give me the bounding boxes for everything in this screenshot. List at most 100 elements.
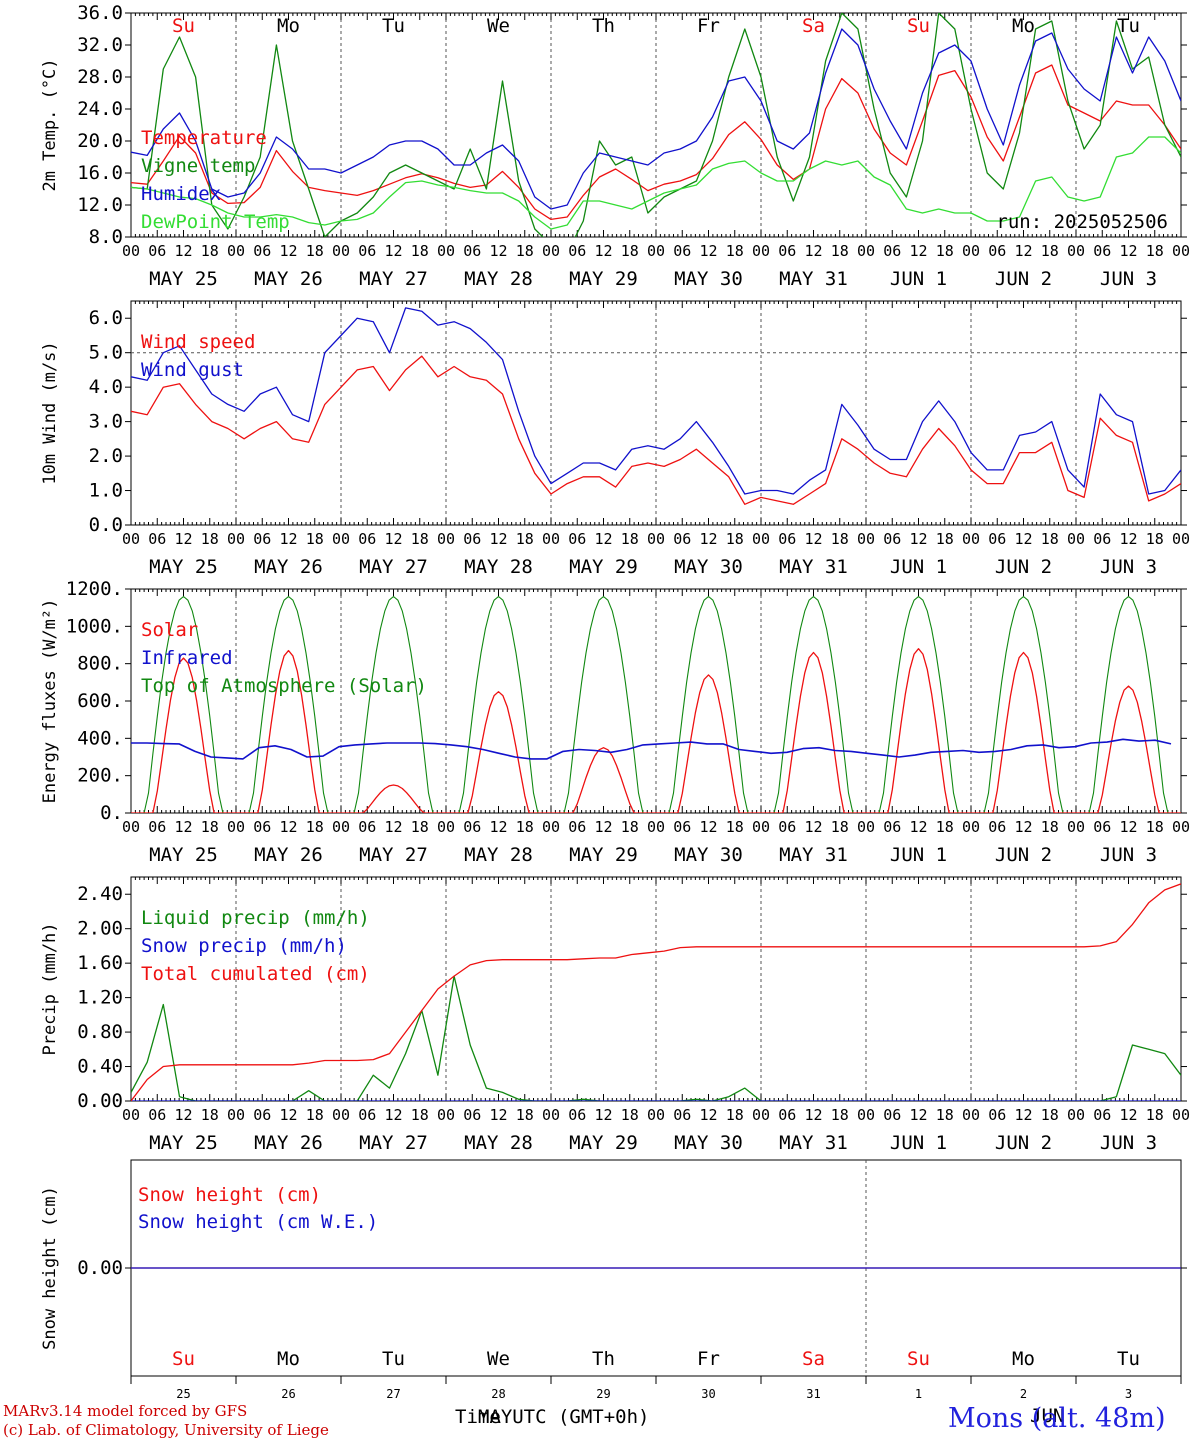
hour-tick-label: 12 xyxy=(489,818,507,836)
hour-tick-label: 12 xyxy=(1014,1106,1032,1124)
hour-tick-label: 18 xyxy=(411,530,429,548)
hour-tick-label: 00 xyxy=(647,242,665,260)
hour-tick-label: 06 xyxy=(253,242,271,260)
hour-tick-label: 18 xyxy=(936,242,954,260)
hour-tick-label: 12 xyxy=(909,1106,927,1124)
panel-5: 0.00 Snow height (cm) Su 25 Mo 26 Tu 27 We 28 Th 29… xyxy=(40,1159,1187,1401)
hour-tick-label: 06 xyxy=(1093,530,1111,548)
series-toa-solar xyxy=(131,595,1181,813)
plot-area xyxy=(131,595,1181,813)
legend-solar: Solar xyxy=(141,619,198,641)
hour-tick-label: 12 xyxy=(279,818,297,836)
hour-tick-label: 18 xyxy=(516,242,534,260)
weekday-label: Th xyxy=(592,15,615,37)
hour-tick-label: 18 xyxy=(1041,530,1059,548)
hour-tick-label: 00 xyxy=(332,242,350,260)
hour-tick-label: 18 xyxy=(306,1106,324,1124)
hour-tick-label: 06 xyxy=(988,242,1006,260)
hour-tick-label: 18 xyxy=(411,818,429,836)
hour-tick-label: 18 xyxy=(1041,242,1059,260)
hour-tick-label: 18 xyxy=(306,242,324,260)
date-label: JUN 1 xyxy=(890,268,947,290)
weekday-label: Sa xyxy=(802,15,825,37)
date-label: MAY 30 xyxy=(674,268,743,290)
y-tick-label: 0.00 xyxy=(77,1090,123,1112)
date-label: MAY 31 xyxy=(779,268,848,290)
date-label: MAY 30 xyxy=(674,556,743,578)
series-dewpoint-temp xyxy=(131,136,1181,230)
legend-humidex: Humidex xyxy=(141,183,221,205)
x-axis-label: Time UTC (GMT+0h) xyxy=(455,1406,649,1428)
hour-tick-label: 18 xyxy=(831,242,849,260)
date-label: MAY 27 xyxy=(359,556,428,578)
run-annotation: run: 2025052506 xyxy=(996,211,1168,233)
date-label: MAY 30 xyxy=(674,844,743,866)
hour-tick-label: 18 xyxy=(726,242,744,260)
date-label: MAY 28 xyxy=(464,1132,533,1154)
hour-tick-label: 18 xyxy=(831,818,849,836)
legend-temperature: Temperature xyxy=(141,127,267,149)
date-label: MAY 29 xyxy=(569,844,638,866)
hour-tick-label: 12 xyxy=(174,530,192,548)
plot-frame xyxy=(130,12,1182,238)
legend-wind-gust: Wind gust xyxy=(141,359,244,381)
hour-tick-label: 06 xyxy=(778,818,796,836)
y-tick-label: 0.80 xyxy=(77,1021,123,1043)
hour-tick-label: 00 xyxy=(752,818,770,836)
date-label: JUN 2 xyxy=(995,1132,1052,1154)
date-label: MAY 30 xyxy=(674,1132,743,1154)
date-label: MAY 26 xyxy=(254,844,323,866)
y-axis-label: 10m Wind (m/s) xyxy=(40,341,60,484)
hour-tick-label: 12 xyxy=(489,530,507,548)
hour-tick-label: 06 xyxy=(988,1106,1006,1124)
day-number: 28 xyxy=(491,1387,505,1401)
hour-tick-label: 18 xyxy=(516,1106,534,1124)
weekday-label: Fr xyxy=(697,1348,720,1370)
date-label: MAY 29 xyxy=(569,1132,638,1154)
hour-tick-label: 00 xyxy=(857,242,875,260)
hour-tick-label: 00 xyxy=(1067,818,1085,836)
hour-tick-label: 12 xyxy=(279,242,297,260)
hour-tick-label: 06 xyxy=(358,1106,376,1124)
hour-tick-label: 06 xyxy=(148,1106,166,1124)
hour-tick-label: 18 xyxy=(1146,242,1164,260)
hour-tick-label: 18 xyxy=(516,530,534,548)
y-tick-label: 1.60 xyxy=(77,952,123,974)
date-label: MAY 28 xyxy=(464,556,533,578)
plot-frame xyxy=(130,588,1182,814)
hour-tick-label: 06 xyxy=(148,242,166,260)
hour-tick-label: 18 xyxy=(1041,818,1059,836)
y-tick-label: 800. xyxy=(77,653,123,675)
day-number: 30 xyxy=(701,1387,715,1401)
day-number: 2 xyxy=(1020,1387,1027,1401)
hour-tick-label: 12 xyxy=(1119,242,1137,260)
day-number: 3 xyxy=(1125,1387,1132,1401)
hour-tick-label: 12 xyxy=(804,1106,822,1124)
hour-tick-label: 18 xyxy=(411,242,429,260)
date-label: JUN 1 xyxy=(890,556,947,578)
hour-tick-label: 12 xyxy=(1014,818,1032,836)
hour-tick-label: 00 xyxy=(332,530,350,548)
hour-tick-label: 06 xyxy=(148,818,166,836)
weekday-label: Tu xyxy=(1117,15,1140,37)
hour-tick-label: 12 xyxy=(594,818,612,836)
y-tick-label: 16.0 xyxy=(77,162,123,184)
hour-tick-label: 12 xyxy=(174,1106,192,1124)
date-label: MAY 26 xyxy=(254,1132,323,1154)
hour-tick-label: 00 xyxy=(1172,818,1190,836)
date-label: JUN 1 xyxy=(890,844,947,866)
y-tick-label: 4.0 xyxy=(89,376,123,398)
y-axis-label: 2m Temp. (°C) xyxy=(40,58,60,191)
weekday-label: Su xyxy=(172,15,195,37)
hour-tick-label: 18 xyxy=(201,1106,219,1124)
hour-tick-label: 00 xyxy=(1172,530,1190,548)
date-label: JUN 2 xyxy=(995,844,1052,866)
hour-tick-label: 00 xyxy=(962,818,980,836)
hour-tick-label: 06 xyxy=(1093,242,1111,260)
plot-area xyxy=(131,13,1181,237)
legend-liquid-precip-mm-h-: Liquid precip (mm/h) xyxy=(141,907,370,929)
hour-tick-label: 12 xyxy=(1014,242,1032,260)
hour-tick-label: 12 xyxy=(909,818,927,836)
weekday-label: Su xyxy=(907,15,930,37)
hour-tick-label: 12 xyxy=(699,242,717,260)
